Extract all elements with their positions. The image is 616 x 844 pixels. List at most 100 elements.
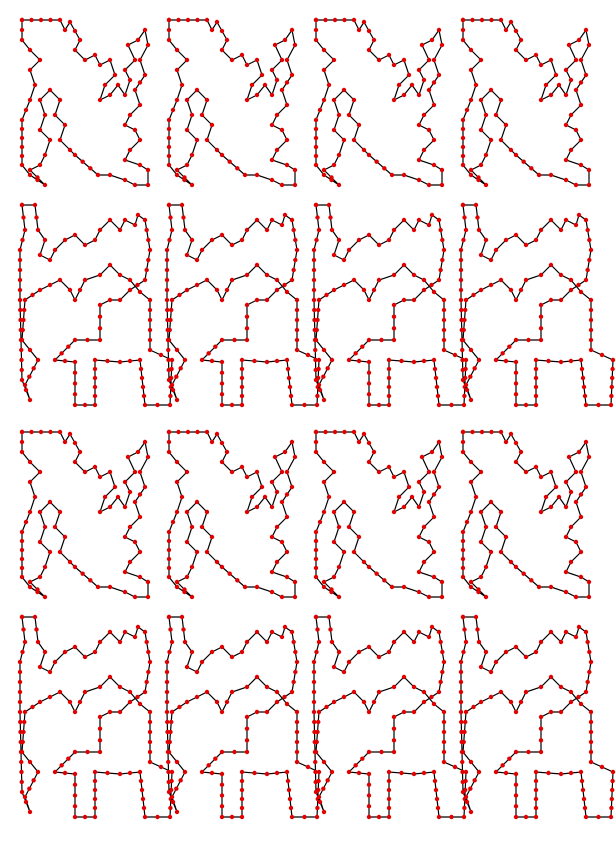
tour-node xyxy=(576,37,582,43)
tour-node xyxy=(366,793,372,798)
tour-node xyxy=(462,627,467,632)
tour-node xyxy=(47,282,53,288)
tour-tile xyxy=(164,429,322,820)
tour-node xyxy=(401,297,407,303)
tour-node xyxy=(431,769,437,775)
tour-node xyxy=(331,127,337,133)
tour-node xyxy=(141,393,147,399)
tour-node xyxy=(588,729,594,735)
tour-node xyxy=(29,17,34,23)
tour-node xyxy=(579,778,585,784)
tour-node xyxy=(20,237,25,243)
tour-node xyxy=(464,799,470,805)
tour-node xyxy=(22,709,28,715)
tour-node xyxy=(92,769,98,775)
tour-tile xyxy=(458,17,616,408)
tour-node xyxy=(360,756,365,761)
tour-node xyxy=(513,337,519,343)
tour-node xyxy=(269,589,275,595)
tour-node xyxy=(274,489,280,495)
tour-node xyxy=(144,679,149,685)
tour-node xyxy=(313,135,319,141)
tour-node xyxy=(19,429,25,435)
tour-node xyxy=(441,739,447,745)
tour-node xyxy=(239,769,245,775)
tour-node xyxy=(608,814,614,820)
tour-node xyxy=(145,167,151,173)
tour-node xyxy=(316,297,322,303)
tour-node xyxy=(573,469,579,475)
tour-node xyxy=(127,112,133,118)
tour-node xyxy=(170,519,176,525)
tour-node xyxy=(459,749,465,755)
tour-node xyxy=(72,564,78,570)
tour-node xyxy=(558,771,564,777)
tour-node xyxy=(523,277,529,283)
tour-node xyxy=(239,393,245,399)
tour-node xyxy=(92,366,98,372)
tour-node xyxy=(313,769,318,775)
tour-node xyxy=(461,402,467,408)
tour-node xyxy=(182,177,187,183)
tour-node xyxy=(471,704,476,710)
tour-node xyxy=(199,247,205,253)
tour-node xyxy=(441,327,447,333)
tour-node xyxy=(351,277,357,283)
tour-node xyxy=(558,359,564,365)
tour-node xyxy=(429,212,435,218)
tour-node xyxy=(105,358,110,364)
tour-node xyxy=(184,127,190,133)
tour-node xyxy=(145,454,151,460)
tour-node xyxy=(578,701,584,707)
tour-node xyxy=(311,267,317,273)
tour-node xyxy=(259,484,265,490)
tour-node xyxy=(92,805,98,811)
tour-node xyxy=(254,709,260,715)
tour-node xyxy=(468,509,474,515)
tour-node xyxy=(513,440,519,446)
tour-node xyxy=(199,769,205,775)
tour-node xyxy=(503,358,509,364)
tour-node xyxy=(563,92,569,98)
tour-node xyxy=(429,694,434,700)
tour-node xyxy=(493,659,499,665)
tour-node xyxy=(548,92,554,98)
tour-node xyxy=(609,384,614,390)
tour-node xyxy=(204,429,210,435)
tour-node xyxy=(356,27,362,33)
tour-node xyxy=(137,574,143,580)
tour-node xyxy=(95,172,101,178)
tour-node xyxy=(112,72,118,78)
tour-node xyxy=(199,357,205,363)
tour-node xyxy=(342,17,347,23)
tour-node xyxy=(406,72,412,78)
tour-node xyxy=(441,337,447,343)
tour-node xyxy=(518,37,524,43)
tour-node xyxy=(169,709,175,715)
tour-node xyxy=(269,217,275,223)
tour-node xyxy=(470,429,475,435)
tour-node xyxy=(391,639,397,645)
tour-node xyxy=(294,719,300,725)
tour-node xyxy=(27,786,32,791)
tour-node xyxy=(316,639,322,645)
tour-node xyxy=(254,297,260,303)
tour-node xyxy=(176,429,181,435)
tour-node xyxy=(329,357,335,363)
tour-node xyxy=(164,287,170,293)
tour-node xyxy=(19,367,24,373)
tour-node xyxy=(432,366,438,372)
tour-node xyxy=(610,375,615,381)
tour-node xyxy=(401,172,407,178)
tour-node xyxy=(37,97,43,103)
tour-node xyxy=(472,366,477,371)
tour-node xyxy=(282,449,288,455)
tour-node xyxy=(291,639,296,645)
tour-node xyxy=(341,669,347,675)
tour-node xyxy=(500,351,505,356)
tour-node xyxy=(356,358,362,364)
tour-node xyxy=(219,337,225,343)
tour-node xyxy=(132,182,138,188)
tour-node xyxy=(336,524,342,530)
tour-node xyxy=(47,257,53,263)
